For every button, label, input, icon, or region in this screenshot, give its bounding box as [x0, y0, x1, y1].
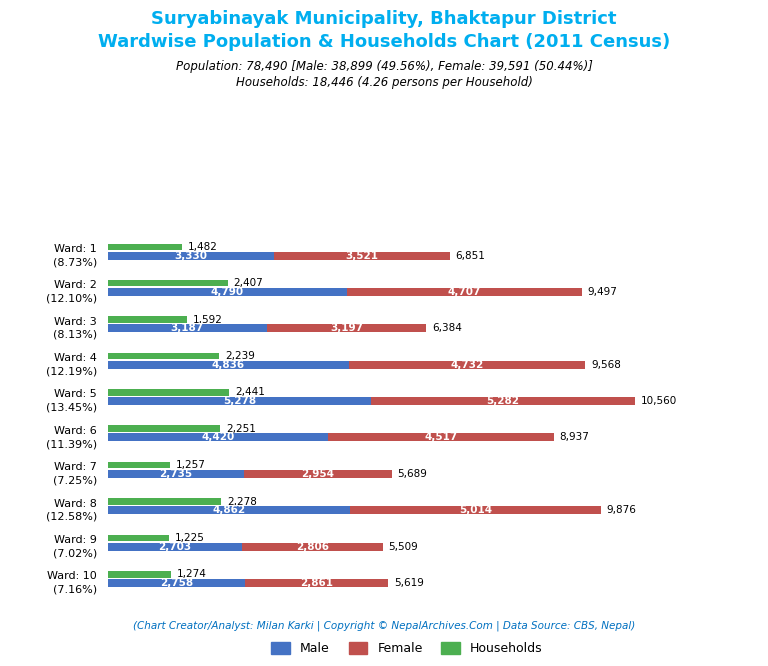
Bar — [108, 397, 371, 405]
Bar — [108, 434, 328, 442]
Bar — [245, 579, 388, 587]
Text: Suryabinayak Municipality, Bhaktapur District: Suryabinayak Municipality, Bhaktapur Dis… — [151, 10, 617, 28]
Bar — [108, 470, 244, 478]
Text: 2,703: 2,703 — [158, 541, 191, 551]
Bar — [108, 571, 171, 577]
Text: 2,758: 2,758 — [160, 578, 193, 588]
Text: 5,619: 5,619 — [394, 578, 424, 588]
Text: Population: 78,490 [Male: 38,899 (49.56%), Female: 39,591 (50.44%)]: Population: 78,490 [Male: 38,899 (49.56%… — [176, 60, 592, 73]
Bar — [108, 280, 227, 286]
Text: 2,407: 2,407 — [233, 278, 263, 288]
Bar — [108, 361, 349, 369]
Text: 3,187: 3,187 — [170, 323, 204, 333]
Text: 2,441: 2,441 — [235, 388, 265, 398]
Text: 5,689: 5,689 — [398, 469, 427, 479]
Text: 2,251: 2,251 — [226, 424, 256, 434]
Text: 10,560: 10,560 — [641, 396, 677, 406]
Bar — [108, 506, 350, 514]
Text: 2,806: 2,806 — [296, 541, 329, 551]
Bar — [328, 434, 554, 442]
Bar — [108, 543, 243, 551]
Text: 3,521: 3,521 — [345, 250, 378, 260]
Bar — [243, 543, 382, 551]
Text: 4,420: 4,420 — [201, 432, 234, 442]
Text: 1,592: 1,592 — [193, 314, 223, 324]
Bar — [273, 252, 449, 260]
Bar — [108, 353, 220, 359]
Text: 2,239: 2,239 — [225, 351, 255, 361]
Bar — [108, 252, 273, 260]
Text: 4,707: 4,707 — [448, 287, 481, 297]
Legend: Male, Female, Households: Male, Female, Households — [266, 637, 548, 660]
Text: 2,861: 2,861 — [300, 578, 333, 588]
Text: 4,836: 4,836 — [212, 360, 245, 370]
Text: 5,278: 5,278 — [223, 396, 256, 406]
Text: 1,225: 1,225 — [174, 533, 204, 543]
Text: 5,014: 5,014 — [458, 505, 492, 515]
Text: 9,568: 9,568 — [591, 360, 621, 370]
Text: Households: 18,446 (4.26 persons per Household): Households: 18,446 (4.26 persons per Hou… — [236, 76, 532, 89]
Text: 3,197: 3,197 — [330, 323, 363, 333]
Text: 4,790: 4,790 — [210, 287, 243, 297]
Bar — [349, 361, 585, 369]
Text: 1,257: 1,257 — [177, 460, 206, 470]
Text: (Chart Creator/Analyst: Milan Karki | Copyright © NepalArchives.Com | Data Sourc: (Chart Creator/Analyst: Milan Karki | Co… — [133, 621, 635, 631]
Text: 5,282: 5,282 — [486, 396, 519, 406]
Bar — [346, 288, 581, 296]
Bar — [108, 498, 221, 505]
Text: 2,735: 2,735 — [159, 469, 192, 479]
Bar — [108, 288, 346, 296]
Bar — [108, 462, 170, 468]
Bar — [108, 389, 230, 396]
Text: 4,732: 4,732 — [450, 360, 484, 370]
Text: 2,954: 2,954 — [301, 469, 334, 479]
Text: 4,862: 4,862 — [212, 505, 246, 515]
Text: 5,509: 5,509 — [389, 541, 419, 551]
Text: 1,482: 1,482 — [187, 242, 217, 252]
Text: 4,517: 4,517 — [424, 432, 458, 442]
Bar — [266, 324, 426, 332]
Text: 3,330: 3,330 — [174, 250, 207, 260]
Bar — [371, 397, 634, 405]
Bar — [108, 324, 266, 332]
Bar — [350, 506, 601, 514]
Bar — [244, 470, 392, 478]
Text: 8,937: 8,937 — [560, 432, 590, 442]
Text: Wardwise Population & Households Chart (2011 Census): Wardwise Population & Households Chart (… — [98, 33, 670, 51]
Text: 9,876: 9,876 — [607, 505, 637, 515]
Bar — [108, 244, 181, 250]
Text: 2,278: 2,278 — [227, 497, 257, 507]
Text: 1,274: 1,274 — [177, 569, 207, 579]
Text: 6,851: 6,851 — [455, 250, 485, 260]
Bar — [108, 579, 245, 587]
Bar — [108, 535, 169, 541]
Bar — [108, 426, 220, 432]
Text: 9,497: 9,497 — [588, 287, 617, 297]
Text: 6,384: 6,384 — [432, 323, 462, 333]
Bar — [108, 316, 187, 323]
